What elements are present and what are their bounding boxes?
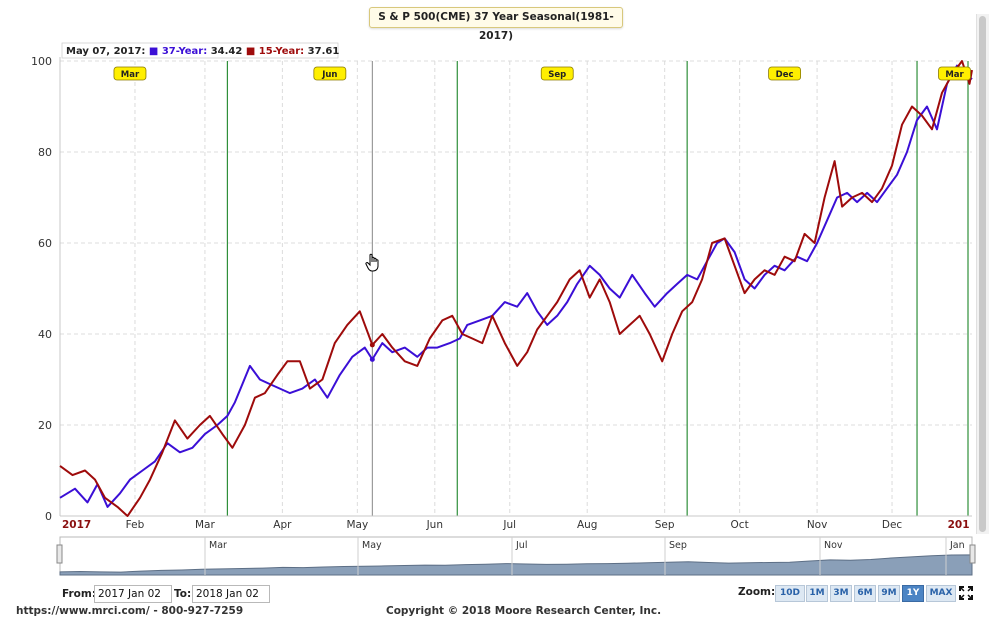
tooltip-box bbox=[61, 42, 339, 59]
navigator-label: Jul bbox=[515, 540, 527, 551]
tooltip-series-label: 37-Year: bbox=[162, 46, 211, 57]
marker-layer: Mar Jun Sep Dec Mar bbox=[113, 66, 971, 81]
hover-point bbox=[369, 356, 375, 362]
zoom-3m-button[interactable]: 3M bbox=[830, 585, 852, 602]
tooltip-layer: May 07, 2017: ■ 37-Year: 34.42 ■ 15-Year… bbox=[61, 42, 339, 59]
x-tick-label: Jul bbox=[502, 519, 516, 531]
season-marker-label: Sep bbox=[548, 70, 566, 80]
season-marker-label: Mar bbox=[121, 70, 140, 80]
season-marker-flag bbox=[540, 66, 574, 81]
x-tick-label: 201 bbox=[948, 519, 970, 531]
x-tick-label: Sep bbox=[655, 519, 675, 531]
navigator-left-handle bbox=[56, 544, 63, 564]
x-tick-label: Dec bbox=[882, 519, 903, 531]
scrollbar-thumb[interactable] bbox=[979, 16, 986, 532]
tooltip-series-label: 15-Year: bbox=[259, 46, 308, 57]
grid-layer bbox=[60, 60, 972, 516]
y-tick-label: 80 bbox=[38, 146, 52, 159]
axis-layer: 0 20 40 60 80 100 2017 Feb Mar Apr May Jun Jul Aug Sep… bbox=[31, 55, 972, 531]
navigator-layer[interactable]: Mar May Jul Sep Nov Jan bbox=[56, 536, 976, 576]
footer-contact: https://www.mrci.com/ - 800-927-7259 bbox=[16, 605, 244, 617]
series-line-37-year bbox=[59, 64, 973, 508]
tooltip-date: May 07, 2017: bbox=[66, 46, 149, 57]
x-tick-label: 2017 bbox=[62, 519, 91, 531]
x-tick-label: Mar bbox=[195, 519, 215, 531]
zoom-max-button[interactable]: MAX bbox=[926, 585, 956, 602]
navigator-label: Mar bbox=[209, 540, 227, 551]
season-marker-flag bbox=[938, 66, 971, 81]
to-label: To: bbox=[174, 588, 192, 600]
zoom-1m-button[interactable]: 1M bbox=[806, 585, 828, 602]
navigator-label: Jan bbox=[949, 540, 965, 551]
y-tick-label: 60 bbox=[38, 237, 52, 250]
zoom-9m-button[interactable]: 9M bbox=[878, 585, 900, 602]
x-tick-label: Apr bbox=[273, 519, 292, 531]
from-label: From: bbox=[62, 588, 97, 600]
x-tick-label: Nov bbox=[807, 519, 828, 531]
y-tick-label: 20 bbox=[38, 419, 52, 432]
season-marker-flag bbox=[768, 66, 802, 81]
vertical-scrollbar[interactable] bbox=[976, 14, 989, 534]
legend-swatch: ■ bbox=[246, 46, 259, 57]
footer-copyright: Copyright © 2018 Moore Research Center, … bbox=[386, 605, 662, 617]
y-tick-label: 100 bbox=[31, 55, 52, 68]
zoom-10d-button[interactable]: 10D bbox=[775, 585, 805, 602]
series-layer bbox=[59, 60, 973, 517]
navigator-area bbox=[59, 554, 973, 576]
x-tick-label: May bbox=[346, 519, 368, 531]
navigator-label: Nov bbox=[824, 540, 843, 551]
x-tick-label: Jun bbox=[426, 519, 443, 531]
x-tick-label: Feb bbox=[126, 519, 145, 531]
fullscreen-icon[interactable] bbox=[959, 586, 973, 600]
y-tick-label: 40 bbox=[38, 328, 52, 341]
zoom-1y-button[interactable]: 1Y bbox=[902, 585, 924, 602]
navigator-label: Sep bbox=[669, 540, 687, 551]
navigator-label: May bbox=[362, 540, 382, 551]
x-tick-label: Oct bbox=[731, 519, 749, 531]
from-date-input[interactable] bbox=[94, 585, 172, 603]
hover-point bbox=[369, 342, 375, 348]
zoom-6m-button[interactable]: 6M bbox=[854, 585, 876, 602]
vertical-lines-layer bbox=[226, 61, 969, 516]
zoom-label: Zoom: bbox=[738, 586, 776, 598]
tooltip-text: May 07, 2017: ■ 37-Year: 34.42 ■ 15-Year… bbox=[66, 46, 339, 57]
season-marker-label: Mar bbox=[945, 70, 964, 80]
y-tick-label: 0 bbox=[45, 510, 52, 523]
hand-cursor-icon bbox=[365, 253, 379, 272]
to-date-input[interactable] bbox=[192, 585, 270, 603]
season-marker-flag bbox=[313, 66, 347, 81]
chart-title: S & P 500(CME) 37 Year Seasonal(1981-201… bbox=[369, 7, 623, 42]
series-line-15-year bbox=[59, 60, 973, 517]
x-tick-label: Aug bbox=[577, 519, 598, 531]
tooltip-series-value: 37.61 bbox=[308, 46, 340, 57]
season-marker-flag bbox=[113, 66, 147, 81]
season-marker-label: Dec bbox=[776, 70, 794, 80]
legend-swatch: ■ bbox=[149, 46, 162, 57]
navigator-right-handle bbox=[969, 544, 976, 564]
tooltip-series-value: 34.42 bbox=[211, 46, 246, 57]
season-marker-label: Jun bbox=[321, 70, 337, 80]
